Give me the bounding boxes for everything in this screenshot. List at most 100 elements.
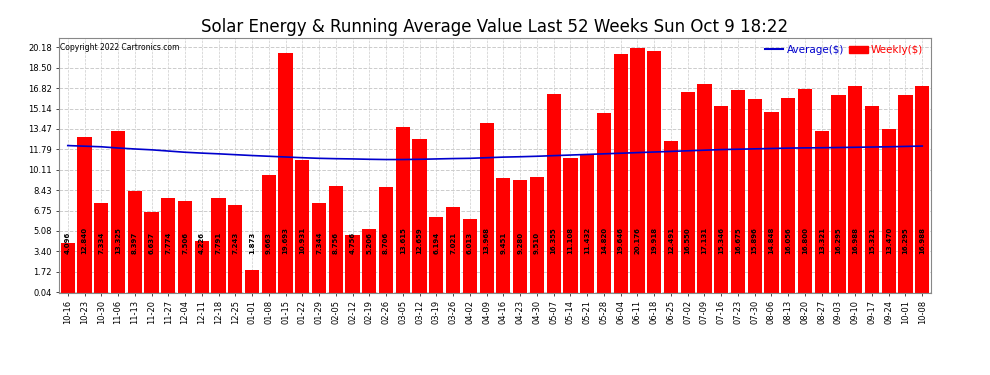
- Text: 7.791: 7.791: [216, 232, 222, 254]
- Bar: [346, 235, 359, 292]
- Bar: [312, 203, 326, 292]
- Bar: [747, 99, 762, 292]
- Text: 16.675: 16.675: [735, 228, 741, 254]
- Bar: [77, 136, 92, 292]
- Text: 16.295: 16.295: [903, 228, 909, 254]
- Bar: [245, 270, 259, 292]
- Text: 16.355: 16.355: [550, 228, 556, 254]
- Bar: [647, 51, 661, 292]
- Bar: [680, 92, 695, 292]
- Bar: [295, 160, 310, 292]
- Bar: [94, 204, 109, 292]
- Text: 9.280: 9.280: [517, 232, 523, 254]
- Bar: [781, 98, 795, 292]
- Bar: [848, 86, 862, 292]
- Text: 19.918: 19.918: [651, 227, 657, 254]
- Bar: [697, 84, 712, 292]
- Bar: [396, 127, 410, 292]
- Bar: [479, 123, 494, 292]
- Text: 15.896: 15.896: [751, 227, 757, 254]
- Bar: [664, 141, 678, 292]
- Text: 7.021: 7.021: [450, 232, 456, 254]
- Bar: [195, 241, 209, 292]
- Text: 13.325: 13.325: [115, 227, 121, 254]
- Text: 8.397: 8.397: [132, 232, 138, 254]
- Bar: [580, 154, 594, 292]
- Text: 7.344: 7.344: [316, 232, 322, 254]
- Text: 14.820: 14.820: [601, 227, 607, 254]
- Text: 20.176: 20.176: [635, 227, 641, 254]
- Bar: [614, 54, 628, 292]
- Text: 13.321: 13.321: [819, 227, 825, 254]
- Text: 8.756: 8.756: [333, 232, 339, 254]
- Bar: [161, 198, 175, 292]
- Text: 9.663: 9.663: [266, 232, 272, 254]
- Text: 12.659: 12.659: [417, 228, 423, 254]
- Text: 9.451: 9.451: [500, 232, 506, 254]
- Text: 17.131: 17.131: [702, 227, 708, 254]
- Bar: [597, 112, 611, 292]
- Bar: [446, 207, 460, 292]
- Bar: [111, 131, 125, 292]
- Text: 10.931: 10.931: [299, 227, 305, 254]
- Text: 6.637: 6.637: [148, 232, 154, 254]
- Bar: [462, 219, 477, 292]
- Text: 11.432: 11.432: [584, 227, 590, 254]
- Text: 4.096: 4.096: [64, 232, 70, 254]
- Text: 15.346: 15.346: [718, 227, 724, 254]
- Text: 19.646: 19.646: [618, 227, 624, 254]
- Bar: [60, 243, 75, 292]
- Text: 6.013: 6.013: [467, 232, 473, 254]
- Bar: [513, 180, 528, 292]
- Text: 16.988: 16.988: [920, 227, 926, 254]
- Text: 7.506: 7.506: [182, 232, 188, 254]
- Text: 5.206: 5.206: [366, 232, 372, 254]
- Bar: [815, 131, 829, 292]
- Text: 16.800: 16.800: [802, 227, 808, 254]
- Bar: [882, 129, 896, 292]
- Bar: [261, 175, 276, 292]
- Text: 4.226: 4.226: [199, 232, 205, 254]
- Bar: [379, 187, 393, 292]
- Text: 7.334: 7.334: [98, 232, 104, 254]
- Bar: [832, 94, 845, 292]
- Bar: [865, 106, 879, 292]
- Text: 16.988: 16.988: [852, 227, 858, 254]
- Bar: [413, 139, 427, 292]
- Bar: [915, 86, 930, 292]
- Text: 9.510: 9.510: [534, 232, 540, 254]
- Bar: [362, 229, 376, 292]
- Text: 14.848: 14.848: [768, 227, 774, 254]
- Bar: [563, 158, 577, 292]
- Text: 15.321: 15.321: [869, 227, 875, 254]
- Bar: [530, 177, 544, 292]
- Bar: [430, 217, 444, 292]
- Bar: [546, 94, 560, 292]
- Bar: [128, 190, 142, 292]
- Bar: [212, 198, 226, 292]
- Text: 12.840: 12.840: [81, 227, 87, 254]
- Text: 13.968: 13.968: [484, 227, 490, 254]
- Text: 6.194: 6.194: [434, 232, 440, 254]
- Text: 16.550: 16.550: [685, 228, 691, 254]
- Text: 19.693: 19.693: [282, 227, 288, 254]
- Text: 7.774: 7.774: [165, 232, 171, 254]
- Bar: [496, 178, 511, 292]
- Title: Solar Energy & Running Average Value Last 52 Weeks Sun Oct 9 18:22: Solar Energy & Running Average Value Las…: [201, 18, 789, 36]
- Bar: [631, 48, 644, 292]
- Text: 4.756: 4.756: [349, 232, 355, 254]
- Text: 16.295: 16.295: [836, 228, 842, 254]
- Bar: [731, 90, 745, 292]
- Bar: [714, 106, 729, 292]
- Bar: [178, 201, 192, 292]
- Text: 13.615: 13.615: [400, 227, 406, 254]
- Text: 16.056: 16.056: [785, 228, 791, 254]
- Legend: Average($), Weekly($): Average($), Weekly($): [762, 43, 926, 57]
- Bar: [798, 88, 812, 292]
- Text: 12.491: 12.491: [668, 227, 674, 254]
- Text: 8.706: 8.706: [383, 232, 389, 254]
- Bar: [145, 212, 158, 292]
- Bar: [278, 53, 293, 292]
- Bar: [329, 186, 343, 292]
- Text: 13.470: 13.470: [886, 227, 892, 254]
